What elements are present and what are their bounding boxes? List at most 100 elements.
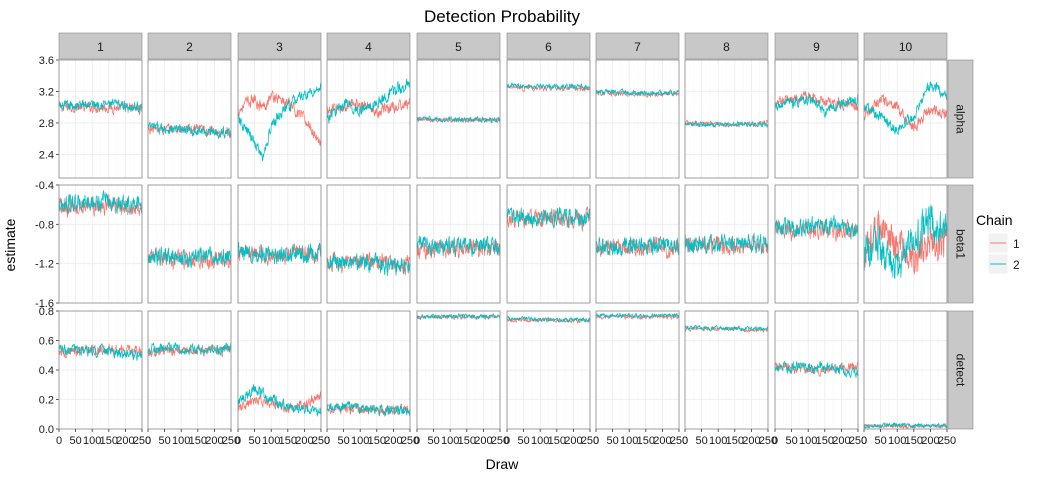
y-tick-label: 3.6 xyxy=(39,55,54,67)
panel-alpha-7 xyxy=(595,59,680,178)
series-trace-chain-2 xyxy=(147,245,232,269)
series-trace-chain-2 xyxy=(416,115,501,124)
legend: Chain 1 2 xyxy=(976,212,1020,275)
series-trace-chain-2 xyxy=(506,315,591,323)
x-tick-label: 150 xyxy=(905,435,923,447)
panel-border xyxy=(147,59,232,179)
x-tick-label: 150 xyxy=(726,435,744,447)
x-tick-label: 0 xyxy=(414,435,420,447)
panel-alpha-9 xyxy=(774,59,859,178)
column-strip-9: 9 xyxy=(774,32,859,60)
panel-alpha-2 xyxy=(147,59,232,178)
x-tick-label: 150 xyxy=(548,435,566,447)
panel-border xyxy=(416,184,501,304)
series-trace-chain-2 xyxy=(416,313,501,320)
panel-alpha-1 xyxy=(58,59,143,178)
series-trace-chain-2 xyxy=(506,207,591,229)
column-strip-bg xyxy=(506,32,591,60)
panel-detect-2 xyxy=(147,310,232,430)
x-tick-label: 0 xyxy=(56,435,62,447)
x-tick-label: 250 xyxy=(312,435,330,447)
y-tick-label: -1.6 xyxy=(35,298,54,310)
x-tick-label: 0 xyxy=(324,435,330,447)
panel-border xyxy=(237,310,322,430)
x-tick-label: 200 xyxy=(921,435,939,447)
x-tick-label: 150 xyxy=(189,435,207,447)
x-axis-title: Draw xyxy=(486,456,520,472)
column-strip-label: 1 xyxy=(97,40,104,54)
x-tick-label: 100 xyxy=(799,435,817,447)
column-strip-label: 7 xyxy=(634,40,641,54)
legend-label: 2 xyxy=(1013,258,1020,272)
series-trace-chain-2 xyxy=(416,235,501,258)
panel-border xyxy=(326,310,411,430)
y-tick-label: -1.2 xyxy=(35,259,54,271)
x-tick-label: 250 xyxy=(938,435,956,447)
legend-label: 1 xyxy=(1013,237,1020,251)
column-strip-6: 6 xyxy=(506,32,591,60)
y-tick-label: 0.0 xyxy=(39,424,54,436)
panel-border xyxy=(774,310,859,430)
x-tick-label: 50 xyxy=(337,435,349,447)
series-trace-chain-2 xyxy=(595,88,680,97)
panel-beta1-6 xyxy=(506,184,591,304)
x-tick-label: 250 xyxy=(670,435,688,447)
x-tick-label: 50 xyxy=(69,435,81,447)
series-trace-chain-2 xyxy=(595,312,680,319)
series-trace-chain-2 xyxy=(595,236,680,256)
x-tick-label: 150 xyxy=(816,435,834,447)
panel-detect-1 xyxy=(58,310,143,430)
panel-border xyxy=(684,310,769,430)
column-strip-bg xyxy=(326,32,411,60)
x-tick-label: 250 xyxy=(581,435,599,447)
x-tick-label: 100 xyxy=(172,435,190,447)
panel-alpha-6 xyxy=(506,59,591,178)
panel-border xyxy=(684,184,769,304)
x-tick-label: 250 xyxy=(222,435,240,447)
x-tick-label: 200 xyxy=(295,435,313,447)
x-tick-label: 100 xyxy=(83,435,101,447)
x-tick-label: 200 xyxy=(384,435,402,447)
x-tick-label: 0 xyxy=(145,435,151,447)
x-tick-label: 200 xyxy=(116,435,134,447)
panel-border xyxy=(863,310,948,430)
panel-beta1-9 xyxy=(774,184,859,304)
x-tick-label: 200 xyxy=(564,435,582,447)
x-tick-label: 150 xyxy=(368,435,386,447)
panel-border xyxy=(58,310,143,430)
panel-border xyxy=(774,59,859,179)
chart-title: Detection Probability xyxy=(424,7,580,26)
column-strip-3: 3 xyxy=(237,32,322,60)
row-strip-beta1: beta1 xyxy=(947,184,974,304)
column-strip-bg xyxy=(58,32,143,60)
panel-border xyxy=(147,184,232,304)
x-tick-label: 250 xyxy=(401,435,419,447)
series-trace-chain-2 xyxy=(58,343,143,361)
column-strip-10: 10 xyxy=(863,32,948,60)
panel-border xyxy=(326,59,411,179)
panel-border xyxy=(774,184,859,304)
x-tick-label: 200 xyxy=(653,435,671,447)
panel-detect-6 xyxy=(506,310,591,430)
panel-border xyxy=(506,59,591,179)
series-trace-chain-2 xyxy=(147,121,232,139)
panel-border xyxy=(58,184,143,304)
column-strip-bg xyxy=(147,32,232,60)
x-tick-label: 100 xyxy=(441,435,459,447)
column-strip-label: 3 xyxy=(276,40,283,54)
column-strip-bg xyxy=(684,32,769,60)
x-tick-label: 0 xyxy=(235,435,241,447)
series-trace-chain-2 xyxy=(237,241,322,265)
panel-border xyxy=(595,59,680,179)
column-strip-label: 5 xyxy=(455,40,462,54)
series-trace-chain-2 xyxy=(684,121,769,128)
column-strip-2: 2 xyxy=(147,32,232,60)
x-tick-label: 150 xyxy=(279,435,297,447)
